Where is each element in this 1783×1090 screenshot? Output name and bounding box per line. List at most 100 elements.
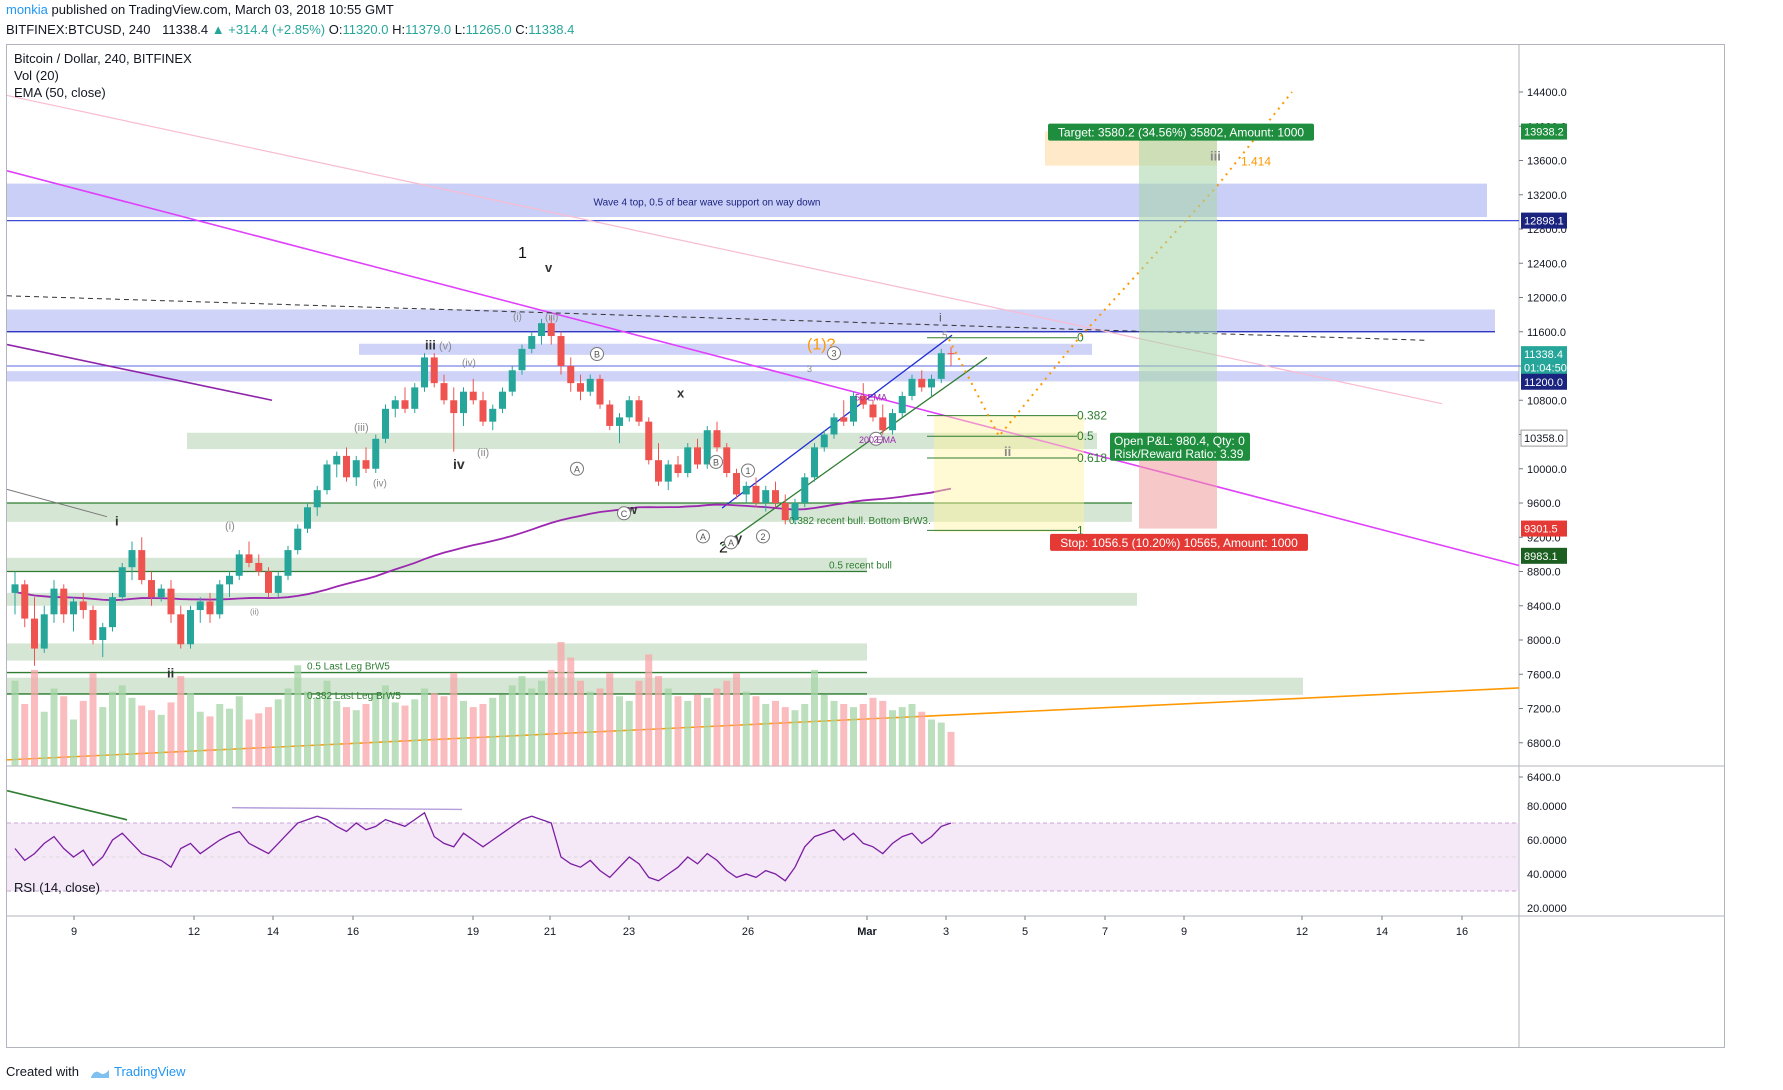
price-badge [1521,520,1567,537]
price-change: ▲ +314.4 (+2.85%) [211,22,326,37]
rsi-legend[interactable]: RSI (14, close) [14,880,100,895]
time-tick-label: 12 [188,926,200,938]
candle-body [391,400,399,409]
volume-bar [109,691,116,766]
candle-body [733,473,740,495]
wave-circle [724,535,738,550]
wave-circle-label: 1 [745,466,750,476]
tradingview-link[interactable]: TradingView [114,1064,186,1079]
wave-circle [869,431,883,446]
projected-path [948,91,1293,439]
legend-volume[interactable]: Vol (20) [14,68,59,83]
price-tick-label: 9600.0 [1527,498,1561,510]
candle-body [596,378,604,405]
ticker-label: BITFINEX:BTCUSD, 240 [6,22,151,37]
green-trendline [7,789,128,821]
wave-label: (iii) [354,422,369,434]
resistance-zone [359,343,1092,355]
candle-body [713,430,721,448]
candle-body [148,580,155,598]
candle-body [235,554,243,576]
volume-bar [401,705,409,766]
wave-label: iii [425,338,436,353]
fib-level-label: 0.5 [1077,429,1094,443]
rsi-line [14,811,952,882]
volume-bar [450,673,458,766]
price-tick-label: 8000.0 [1527,635,1561,647]
volume-bar [674,696,682,766]
volume-bar [850,707,857,766]
symbol-bar: BITFINEX:BTCUSD, 240 11338.4 ▲ +314.4 (+… [0,20,1783,40]
time-tick-label: 7 [1102,926,1108,938]
volume-bar [499,694,506,766]
volume-bar [50,688,58,766]
candle-body [469,391,477,401]
candle-body [31,618,38,649]
zone-label: Wave 4 top, 0.5 of bear wave support on … [594,198,821,209]
volume-bar [528,688,536,766]
fib-level-label: 0 [1077,331,1084,345]
wave-circle [570,461,584,476]
time-tick-label: 23 [623,926,635,938]
candle-body [684,447,692,474]
volume-bar [635,680,643,766]
time-tick-label: 14 [1376,926,1388,938]
candle-body [577,383,584,392]
wave-circle-label: A [574,464,580,474]
wave-label: ii [167,666,174,681]
volume-bar [79,700,87,766]
rsi-tick-label: 60.0000 [1527,835,1567,847]
wave-label: iv [453,456,465,472]
volume-bar [489,697,497,766]
candle-body [60,588,68,615]
candle-body [128,550,136,568]
candle-body [372,438,380,469]
price-badge [1521,212,1567,229]
candle-body [430,357,438,384]
volume-bar [294,665,302,766]
candle-body [265,571,272,593]
volume-bar [820,694,828,766]
wave-label: 2 [719,540,728,557]
candle-body [840,417,848,422]
volume-bar [791,710,799,766]
stop-label: Stop: 1056.5 (10.20%) 10565, Amount: 100… [1060,536,1298,550]
volume-bar [187,693,194,766]
price-tick-label: 6800.0 [1527,738,1561,750]
open-label: O: [328,22,343,37]
candle-body [313,490,321,508]
author-link[interactable]: monkia [6,2,48,17]
volume-bar [362,704,370,766]
volume-bar [440,696,448,766]
volume-bar [703,697,711,766]
volume-bar [177,676,185,766]
pnl-label: Open P&L: 980.4, Qty: 0 [1114,434,1245,448]
candle-body [382,408,389,439]
candle-body [333,455,341,465]
price-badge-label: 8983.1 [1524,551,1558,563]
volume-bar [216,704,224,766]
legend-ema[interactable]: EMA (50, close) [14,85,106,100]
price-tick-label: 13200.0 [1527,190,1567,202]
purple-trendline [7,343,273,402]
wave-label: ii [1004,444,1011,459]
candle-body [177,614,185,645]
candle-body [674,464,682,474]
volume-bar [128,697,136,766]
volume-bar [99,707,107,766]
created-with-label: Created with [6,1064,79,1079]
volume-bar [460,700,467,766]
legend-main-series[interactable]: Bitcoin / Dollar, 240, BITFINEX [14,51,192,66]
candle-body [664,464,672,482]
volume-bar [284,688,292,766]
zone-label: 0.5 Last Leg BrW5 [307,662,390,673]
volume-bar [918,711,926,766]
volume-bar [733,673,740,766]
volume-bar [421,688,428,766]
wave-circle-label: 2 [760,532,765,542]
volume-bar [255,713,263,766]
volume-bar [265,707,272,766]
high-value: 11379.0 [405,22,452,37]
